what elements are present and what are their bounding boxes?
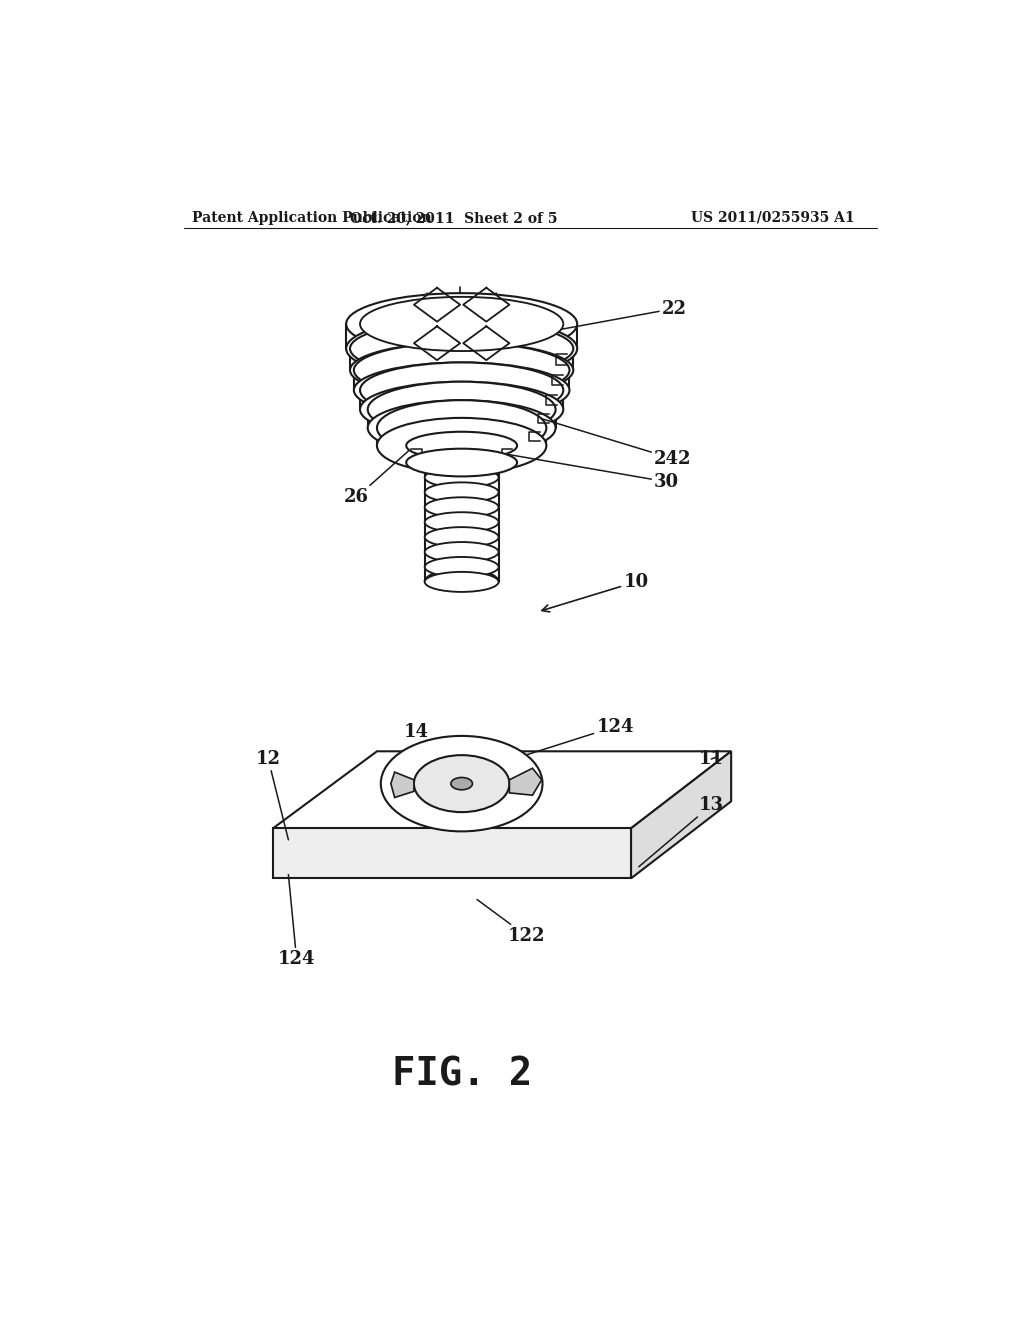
Text: 242: 242 xyxy=(542,418,691,467)
Ellipse shape xyxy=(350,342,573,397)
Ellipse shape xyxy=(377,400,547,455)
Ellipse shape xyxy=(350,321,573,376)
Polygon shape xyxy=(273,751,731,829)
Text: 22: 22 xyxy=(548,300,687,331)
Text: 12: 12 xyxy=(256,750,289,840)
Ellipse shape xyxy=(377,418,547,474)
Ellipse shape xyxy=(360,297,563,351)
Ellipse shape xyxy=(368,400,556,455)
Ellipse shape xyxy=(425,572,499,591)
Text: 10: 10 xyxy=(542,573,648,612)
Text: 124: 124 xyxy=(518,718,634,758)
Text: 11: 11 xyxy=(698,750,724,768)
Ellipse shape xyxy=(360,381,563,437)
Text: 13: 13 xyxy=(639,796,724,867)
Polygon shape xyxy=(509,768,542,795)
Text: 122: 122 xyxy=(477,899,546,945)
Ellipse shape xyxy=(425,543,499,562)
Text: Oct. 20, 2011  Sheet 2 of 5: Oct. 20, 2011 Sheet 2 of 5 xyxy=(350,211,558,224)
Ellipse shape xyxy=(354,363,569,418)
Polygon shape xyxy=(631,751,731,878)
Ellipse shape xyxy=(425,453,499,473)
Polygon shape xyxy=(391,772,414,797)
Ellipse shape xyxy=(425,557,499,577)
Ellipse shape xyxy=(425,512,499,532)
Ellipse shape xyxy=(451,777,472,789)
Text: FIG. 2: FIG. 2 xyxy=(391,1056,531,1094)
Ellipse shape xyxy=(360,363,563,418)
Ellipse shape xyxy=(425,482,499,503)
Text: Patent Application Publication: Patent Application Publication xyxy=(193,211,432,224)
Text: 26: 26 xyxy=(344,449,410,506)
Text: US 2011/0255935 A1: US 2011/0255935 A1 xyxy=(691,211,854,224)
Ellipse shape xyxy=(368,381,556,437)
Ellipse shape xyxy=(354,342,569,397)
Ellipse shape xyxy=(407,449,517,477)
Text: 124: 124 xyxy=(278,874,315,968)
Text: 30: 30 xyxy=(506,454,679,491)
Ellipse shape xyxy=(425,498,499,517)
Ellipse shape xyxy=(381,737,543,832)
Ellipse shape xyxy=(414,755,509,812)
Text: 14: 14 xyxy=(403,723,446,755)
Ellipse shape xyxy=(346,293,578,355)
Ellipse shape xyxy=(407,432,517,459)
Polygon shape xyxy=(273,829,631,878)
Ellipse shape xyxy=(425,467,499,487)
Ellipse shape xyxy=(346,318,578,379)
Ellipse shape xyxy=(425,527,499,548)
